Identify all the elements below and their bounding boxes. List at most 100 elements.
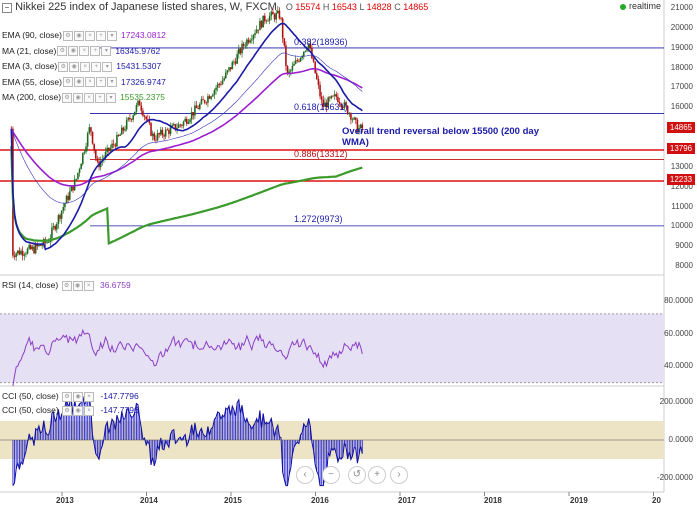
eye-icon[interactable]: ◉ — [74, 30, 84, 41]
close-icon[interactable]: × — [84, 391, 95, 402]
candle-body — [254, 33, 256, 36]
candle-body — [229, 67, 232, 70]
candle-body — [109, 147, 112, 152]
chart-title: − Nikkei 225 index of Japanese listed sh… — [2, 1, 428, 13]
candle-body — [47, 242, 50, 243]
candle-body — [272, 11, 274, 15]
candle-body — [283, 38, 286, 46]
legend-value: 15535.2375 — [120, 92, 165, 102]
candle-body — [64, 203, 66, 208]
more-icon[interactable]: ▾ — [106, 92, 117, 103]
candle-body — [72, 186, 74, 191]
candle-body — [155, 139, 157, 141]
candle-body — [335, 94, 338, 97]
candle-body — [301, 56, 303, 58]
candle-body — [171, 125, 173, 128]
last-price-tag: 14865 — [667, 122, 695, 133]
scroll-left-icon[interactable]: ‹ — [296, 466, 314, 484]
candle-body — [59, 215, 61, 219]
candle-body — [26, 248, 29, 254]
candle-body — [199, 104, 201, 109]
close-icon[interactable]: × — [80, 61, 91, 72]
legend-row-3: EMA (55, close) ⚙ ◉ × + ▾ 17326.9747 — [2, 77, 166, 90]
candle-body — [264, 15, 266, 22]
candle-body — [332, 95, 334, 97]
year-tick: 2013 — [56, 496, 74, 505]
price-tick: 19000 — [670, 42, 693, 52]
close-icon[interactable]: × — [79, 46, 90, 57]
candle-body — [38, 244, 40, 247]
settings-icon[interactable]: ⚙ — [58, 61, 69, 72]
close-icon[interactable]: × — [85, 30, 95, 41]
reset-icon[interactable]: ↺ — [348, 466, 366, 484]
candle-body — [327, 97, 329, 108]
eye-icon[interactable]: ◉ — [68, 46, 79, 57]
settings-icon[interactable]: ⚙ — [63, 77, 73, 88]
settings-icon[interactable]: ⚙ — [62, 92, 73, 103]
eye-icon[interactable]: ◉ — [72, 280, 83, 291]
candle-body — [23, 254, 26, 256]
candle-body — [54, 226, 56, 230]
candle-body — [67, 195, 69, 200]
eye-icon[interactable]: ◉ — [74, 77, 84, 88]
more-icon[interactable]: ▾ — [102, 61, 113, 72]
close-icon[interactable]: × — [85, 77, 95, 88]
candle-body — [121, 127, 123, 135]
add-icon[interactable]: + — [96, 30, 106, 41]
collapse-icon[interactable]: − — [2, 3, 12, 13]
eye-icon[interactable]: ◉ — [69, 61, 80, 72]
add-icon[interactable]: + — [91, 61, 102, 72]
ohlc-readout: O 15574 H 16543 L 14828 C 14865 — [285, 2, 429, 12]
candle-body — [226, 70, 229, 73]
zoom-out-icon[interactable]: − — [322, 466, 340, 484]
settings-icon[interactable]: ⚙ — [57, 46, 68, 57]
rsi-tick: 40.0000 — [664, 361, 693, 370]
eye-icon[interactable]: ◉ — [73, 92, 84, 103]
candle-body — [210, 96, 212, 99]
more-icon[interactable]: ▾ — [107, 77, 117, 88]
candle-body — [255, 29, 258, 34]
candle-body — [41, 245, 43, 247]
zoom-in-icon[interactable]: + — [368, 466, 386, 484]
legend-name: EMA (55, close) — [2, 76, 62, 87]
legend-value: 15431.5307 — [116, 61, 162, 71]
add-icon[interactable]: + — [96, 77, 106, 88]
close-icon[interactable]: × — [83, 280, 94, 291]
candle-body — [223, 78, 225, 81]
close-icon[interactable]: × — [84, 92, 95, 103]
candle-body — [13, 255, 16, 257]
candle-body — [166, 129, 169, 131]
candle-body — [265, 20, 268, 22]
legend-row-4: MA (200, close) ⚙ ◉ × + ▾ 15535.2375 — [2, 92, 165, 105]
candle-body — [212, 94, 214, 97]
candle-body — [277, 10, 279, 13]
candle-body — [148, 119, 151, 124]
add-icon[interactable]: + — [90, 46, 101, 57]
price-tick: 13000 — [670, 161, 693, 171]
scroll-right-icon[interactable]: › — [390, 466, 408, 484]
candle-body — [208, 96, 211, 99]
settings-icon[interactable]: ⚙ — [62, 391, 73, 402]
eye-icon[interactable]: ◉ — [73, 391, 84, 402]
candle-body — [202, 99, 204, 101]
candle-body — [273, 14, 276, 20]
candle-body — [262, 15, 264, 28]
candle-body — [62, 207, 65, 211]
candle-body — [267, 20, 269, 22]
add-icon[interactable]: + — [95, 92, 106, 103]
candle-body — [329, 97, 331, 99]
candle-body — [275, 12, 277, 20]
settings-icon[interactable]: ⚙ — [61, 280, 72, 291]
eye-icon[interactable]: ◉ — [73, 405, 84, 416]
candle-body — [294, 60, 297, 64]
rsi-tick: 80.0000 — [664, 296, 693, 305]
candle-body — [177, 124, 180, 128]
close-icon[interactable]: × — [84, 405, 95, 416]
more-icon[interactable]: ▾ — [107, 30, 117, 41]
candle-body — [112, 143, 115, 145]
candle-body — [138, 100, 141, 106]
settings-icon[interactable]: ⚙ — [63, 30, 73, 41]
more-icon[interactable]: ▾ — [101, 46, 112, 57]
settings-icon[interactable]: ⚙ — [62, 405, 73, 416]
